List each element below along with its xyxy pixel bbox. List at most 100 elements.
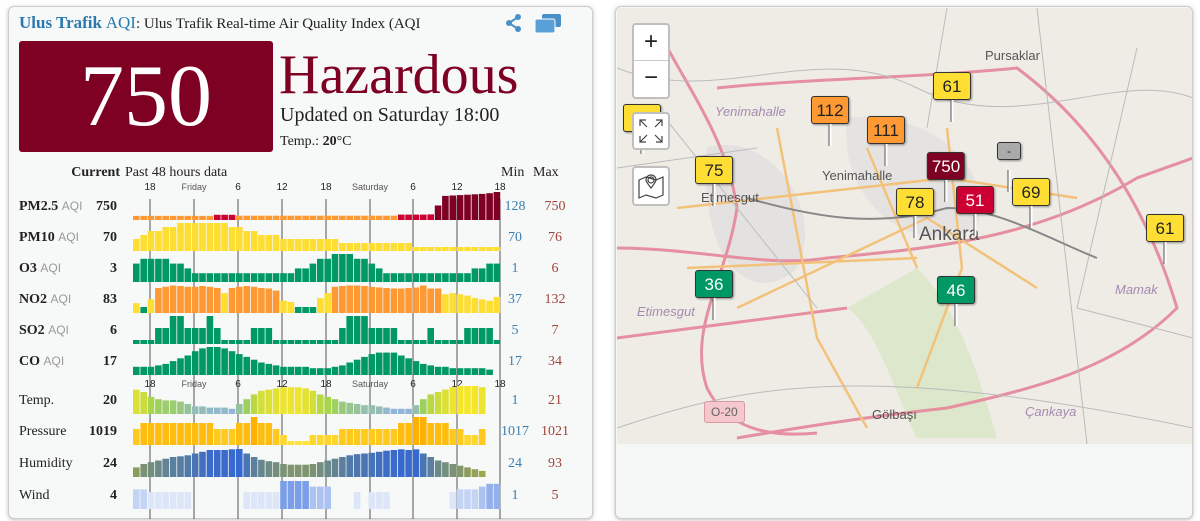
history-bar xyxy=(398,449,405,477)
history-bar xyxy=(390,328,398,344)
station-marker[interactable]: 61 xyxy=(933,72,971,100)
station-marker[interactable]: 61 xyxy=(1146,214,1184,242)
history-bar xyxy=(442,294,449,313)
station-name-link[interactable]: Ulus Trafik xyxy=(19,13,102,32)
history-bar xyxy=(353,454,361,477)
history-bar xyxy=(184,268,192,282)
history-bar xyxy=(147,492,155,509)
station-marker[interactable]: 46 xyxy=(937,276,975,304)
history-bar-chart[interactable] xyxy=(123,222,501,252)
windows-icon[interactable] xyxy=(534,13,562,35)
map-pin-icon xyxy=(638,174,664,199)
history-bar xyxy=(147,231,155,251)
history-bar-chart[interactable] xyxy=(123,448,499,478)
history-bar xyxy=(214,273,221,282)
history-bar-chart[interactable] xyxy=(123,346,499,376)
history-bar-chart[interactable] xyxy=(123,253,501,283)
map[interactable]: Pursaklar Yenimahalle Yenimahalle Etimes… xyxy=(616,7,1192,445)
history-bar-chart[interactable] xyxy=(123,191,501,221)
history-bar xyxy=(390,408,398,414)
history-bar xyxy=(287,366,295,375)
history-bar xyxy=(361,215,368,220)
history-bar xyxy=(339,328,346,344)
history-bar-chart[interactable] xyxy=(123,385,499,415)
station-marker[interactable]: 750 xyxy=(926,152,966,180)
history-bar xyxy=(449,273,457,282)
history-bar xyxy=(493,192,501,220)
station-marker[interactable]: 69 xyxy=(1012,178,1050,206)
history-bar xyxy=(383,288,390,313)
station-marker[interactable]: 111 xyxy=(867,116,905,144)
station-marker[interactable]: 36 xyxy=(695,270,733,298)
history-bar xyxy=(243,399,250,414)
row-name: Wind xyxy=(19,488,50,503)
history-bar xyxy=(191,423,199,445)
history-bar xyxy=(331,435,339,445)
row-name: PM10 xyxy=(19,230,55,245)
row-label: Humidity xyxy=(19,456,73,472)
history-bar xyxy=(317,394,324,414)
station-marker[interactable]: - xyxy=(997,142,1021,160)
station-marker[interactable]: 51 xyxy=(956,186,994,214)
history-bar xyxy=(250,492,258,509)
history-bar xyxy=(324,368,331,375)
history-bar xyxy=(346,254,353,282)
history-bar xyxy=(471,194,479,220)
row-label: CO AQI xyxy=(19,354,64,370)
history-bar xyxy=(191,215,199,220)
history-bar xyxy=(221,214,228,220)
history-bar xyxy=(368,328,376,344)
row-unit: AQI xyxy=(48,323,69,337)
axis-tick: 18 xyxy=(494,182,506,193)
map-label: Etimesgut xyxy=(637,304,695,319)
history-bar xyxy=(420,247,427,251)
history-bar-chart[interactable] xyxy=(123,480,501,510)
zoom-out-button[interactable]: − xyxy=(643,64,658,91)
history-bar xyxy=(398,214,405,220)
row-name: Pressure xyxy=(19,424,67,439)
history-bar-chart[interactable] xyxy=(123,284,501,314)
row-label: O3 AQI xyxy=(19,261,61,277)
history-bar xyxy=(317,215,324,220)
history-bar xyxy=(375,215,383,220)
history-bar xyxy=(294,387,302,414)
history-bar xyxy=(324,215,331,220)
history-bar xyxy=(280,215,287,220)
history-bar xyxy=(375,243,383,251)
history-bar xyxy=(361,243,368,251)
history-bar xyxy=(302,268,309,282)
history-bar xyxy=(353,215,361,220)
fullscreen-button[interactable] xyxy=(632,112,670,150)
history-bar xyxy=(294,464,302,477)
axis-tick: Saturday xyxy=(351,182,389,192)
history-bar-chart[interactable] xyxy=(123,315,501,345)
history-bar xyxy=(191,273,199,282)
history-bar xyxy=(147,215,155,220)
share-icon[interactable] xyxy=(503,12,525,34)
history-bar xyxy=(353,316,361,344)
history-bar xyxy=(199,273,206,282)
history-bar xyxy=(265,235,273,251)
station-marker[interactable]: 112 xyxy=(811,96,849,124)
history-bar xyxy=(162,215,169,220)
station-marker[interactable]: 78 xyxy=(896,188,934,216)
axis-tick: 18 xyxy=(320,182,332,193)
map-layers-button[interactable] xyxy=(632,166,670,206)
history-bar xyxy=(280,464,287,477)
history-bar xyxy=(265,423,273,445)
history-bar xyxy=(140,489,147,509)
history-bar xyxy=(464,194,471,220)
history-bar xyxy=(368,452,376,477)
history-bar xyxy=(236,404,243,414)
history-bar xyxy=(493,247,501,251)
zoom-in-button[interactable]: + xyxy=(634,25,668,61)
history-bar xyxy=(353,243,361,251)
current-value: 83 xyxy=(103,292,117,307)
history-bar xyxy=(214,407,221,414)
history-bar xyxy=(265,461,273,477)
history-bar-chart[interactable] xyxy=(123,416,499,446)
history-bar xyxy=(309,215,317,220)
pollutant-row: O3 AQI 3 1 6 xyxy=(19,253,579,283)
station-marker[interactable]: 75 xyxy=(695,156,733,184)
history-bar xyxy=(280,366,287,375)
